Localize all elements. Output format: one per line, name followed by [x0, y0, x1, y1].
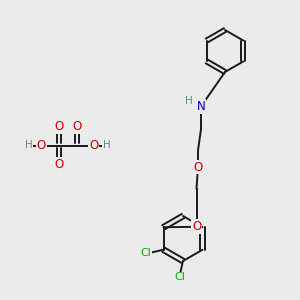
Text: O: O [55, 120, 64, 134]
Text: O: O [73, 120, 82, 134]
Text: O: O [37, 139, 46, 152]
Text: N: N [196, 100, 206, 113]
Text: H: H [184, 96, 192, 106]
Text: O: O [194, 160, 202, 174]
Text: H: H [103, 140, 110, 151]
Text: O: O [192, 220, 201, 233]
Text: O: O [89, 139, 98, 152]
Text: H: H [25, 140, 32, 151]
Text: Cl: Cl [140, 248, 151, 258]
Text: Cl: Cl [175, 272, 185, 283]
Text: O: O [55, 158, 64, 171]
